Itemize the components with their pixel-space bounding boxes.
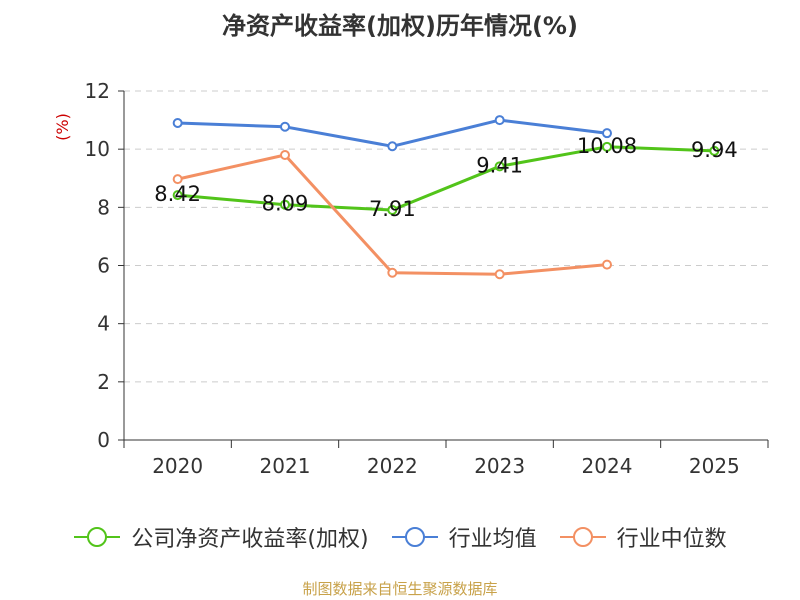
data-point [602, 141, 612, 152]
legend-marker-icon [559, 527, 606, 547]
x-tick-label: 2024 [582, 454, 633, 478]
data-point [172, 174, 183, 185]
data-source-note: 制图数据来自恒生聚源数据库 [302, 580, 498, 598]
data-point [280, 121, 290, 132]
legend-item-1[interactable]: 公司净资产收益率(加权) [73, 521, 369, 553]
y-tick-label: 6 [97, 254, 110, 278]
data-point [387, 141, 398, 152]
data-label: 9.41 [476, 153, 523, 177]
data-point [494, 269, 505, 280]
data-point [494, 115, 505, 126]
legend-label: 公司净资产收益率(加权) [131, 527, 369, 552]
y-tick-label: 8 [97, 195, 110, 219]
x-tick-label: 2025 [689, 454, 740, 478]
y-tick-label: 4 [97, 312, 110, 336]
data-point [602, 259, 612, 270]
legend-label: 行业中位数 [616, 527, 727, 552]
x-tick-label: 2023 [474, 454, 525, 478]
data-point [709, 145, 720, 156]
x-tick-label: 2020 [152, 454, 203, 478]
data-label: 8.42 [154, 182, 201, 206]
data-label: 10.08 [577, 134, 637, 158]
data-label: 8.09 [262, 192, 309, 216]
legend-item-2[interactable]: 行业均值 [391, 521, 537, 553]
y-tick-label: 10 [85, 137, 110, 161]
chart-title: 净资产收益率(加权)历年情况(%) [222, 12, 578, 40]
legend-marker-icon [391, 527, 438, 547]
y-tick-label: 12 [85, 79, 110, 103]
data-point [387, 267, 398, 278]
y-tick-label: 2 [97, 370, 110, 394]
x-tick-label: 2021 [260, 454, 311, 478]
x-tick-label: 2022 [367, 454, 418, 478]
data-point [602, 128, 612, 139]
legend-label: 行业均值 [448, 527, 537, 552]
data-point [172, 190, 183, 201]
data-point [387, 204, 398, 215]
data-label: 7.91 [369, 197, 416, 221]
series-line-1 [176, 145, 716, 212]
data-point [280, 199, 290, 210]
legend-item-3[interactable]: 行业中位数 [559, 521, 727, 553]
data-label: 9.94 [691, 138, 738, 162]
chart-legend: 公司净资产收益率(加权) 行业均值 行业中位数 [0, 520, 800, 554]
data-point [172, 117, 183, 128]
legend-marker-icon [74, 527, 121, 547]
y-tick-label: 0 [97, 428, 110, 452]
data-point [280, 149, 290, 160]
y-axis-label: (%) [53, 113, 72, 141]
data-point [494, 161, 505, 172]
